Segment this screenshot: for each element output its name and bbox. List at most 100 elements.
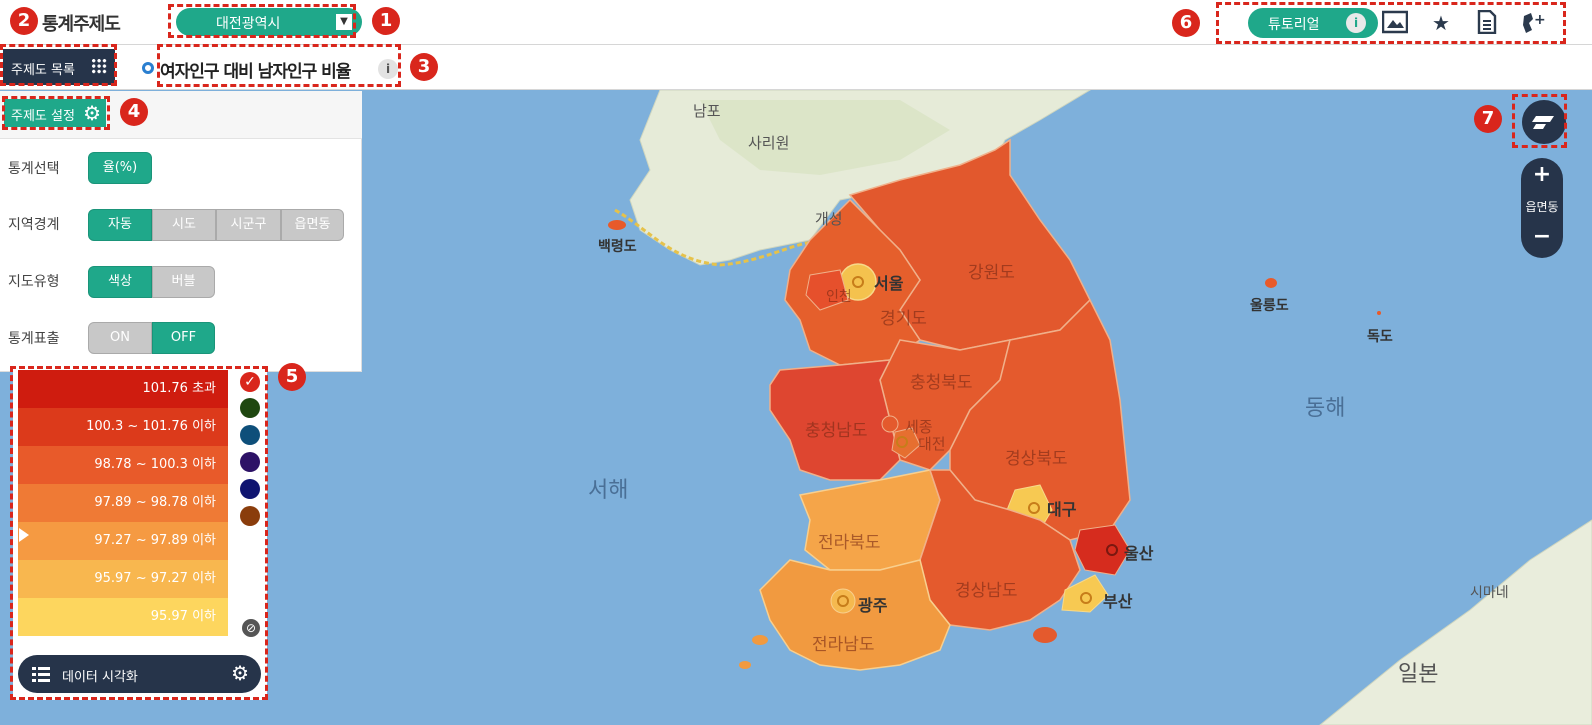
callout-box-1 [168, 4, 356, 38]
gear-icon[interactable]: ⚙ [231, 661, 249, 685]
zoom-in-button[interactable]: + [1532, 162, 1552, 187]
zoom-level-label: 읍면동 [1525, 200, 1559, 214]
boundary-option-sigungu[interactable]: 시군구 [216, 209, 281, 241]
map-label-busan: 부산 [1103, 592, 1133, 611]
palette-green-swatch[interactable] [240, 398, 260, 418]
map-label-ulleungdo: 울릉도 [1250, 298, 1289, 314]
theme-settings-button[interactable]: 주제도 설정 ⚙ [4, 99, 106, 127]
tutorial-button[interactable]: 튜토리얼 i [1248, 8, 1378, 38]
region-gyeongnam [919, 469, 1081, 631]
legend-class[interactable]: 95.97 이하 [18, 598, 228, 636]
zoom-control: + 읍면동 − [1521, 158, 1563, 258]
legend-class[interactable]: 101.76 초과 [18, 370, 228, 408]
callout-box-5 [10, 366, 268, 700]
theme-settings-panel: 주제도 설정 ⚙ 통계선택 율(%) 지역경계 자동 시도 시군구 읍면동 지도… [0, 91, 362, 372]
document-icon[interactable] [1474, 9, 1500, 36]
data-visualization-button[interactable]: 데이터 시각화 ⚙ [18, 655, 261, 693]
map-label-daejeon: 대전 [918, 435, 946, 453]
tutorial-label: 튜토리얼 [1268, 17, 1320, 33]
data-visualization-label: 데이터 시각화 [62, 670, 138, 685]
palette-purple-swatch[interactable] [240, 452, 260, 472]
busan-marker [1080, 592, 1092, 604]
region-select[interactable]: 대전광역시 ▼ [176, 8, 362, 36]
radio-dot-icon [142, 62, 154, 74]
stat-display-off[interactable]: OFF [152, 322, 215, 354]
daejeon-marker [896, 436, 908, 448]
map-label-chungnam: 충청남도 [805, 421, 868, 441]
legend-class[interactable]: 97.27 ~ 97.89 이하 [18, 522, 228, 560]
map-label-ulsan: 울산 [1124, 544, 1154, 563]
callout-box-4 [2, 96, 110, 130]
region-ulsan [1074, 524, 1131, 576]
palette-navy-swatch[interactable] [240, 479, 260, 499]
chevron-down-icon[interactable]: ▼ [336, 14, 352, 30]
legend-class[interactable]: 98.78 ~ 100.3 이하 [18, 446, 228, 484]
map-label-daegu: 대구 [1047, 500, 1077, 519]
info-icon[interactable]: i [378, 59, 398, 79]
map-label-incheon: 인천 [826, 289, 852, 305]
gear-icon: ⚙ [83, 101, 101, 125]
map-type-option-bubble[interactable]: 버블 [152, 266, 215, 298]
palette-blue-swatch[interactable] [240, 425, 260, 445]
map-title: 여자인구 대비 남자인구 비율 [160, 62, 351, 82]
sw-island [752, 635, 768, 645]
callout-box-3 [157, 44, 401, 87]
svg-text:+: + [1534, 12, 1546, 28]
palette-red-check-icon[interactable]: ✓ [240, 372, 260, 392]
stat-select-label: 통계선택 [8, 161, 60, 177]
map-label-sariwon: 사리원 [748, 134, 790, 152]
region-gwangju [830, 588, 856, 614]
map-label-west-sea: 서해 [588, 478, 629, 503]
legend-class[interactable]: 97.89 ~ 98.78 이하 [18, 484, 228, 522]
map-label-japan: 일본 [1398, 662, 1439, 687]
stat-display-on[interactable]: ON [88, 322, 152, 354]
boundary-option-eupmyeondong[interactable]: 읍면동 [281, 209, 344, 241]
map-label-jeonnam: 전라남도 [812, 635, 875, 655]
callout-box-2 [0, 44, 117, 86]
legend-pointer-icon [19, 528, 29, 542]
legend-class[interactable]: 100.3 ~ 101.76 이하 [18, 408, 228, 446]
callout-badge-4: 4 [120, 98, 148, 126]
legend-class[interactable]: 95.97 ~ 97.27 이하 [18, 560, 228, 598]
map-label-gyeongnam: 경상남도 [955, 581, 1018, 601]
stat-option-rate[interactable]: 율(%) [88, 152, 152, 184]
map-label-nampo: 남포 [693, 102, 721, 120]
gwangju-marker [837, 595, 849, 607]
daegu-marker [1028, 502, 1040, 514]
map-label-gyeongbuk: 경상북도 [1005, 449, 1068, 469]
image-export-icon[interactable] [1381, 10, 1409, 36]
north-korea-hills [700, 100, 950, 175]
map-layer-toggle-button[interactable] [1522, 100, 1566, 144]
callout-badge-2: 2 [10, 7, 38, 35]
ulsan-marker [1106, 544, 1118, 556]
legend-panel: 101.76 초과 100.3 ~ 101.76 이하 98.78 ~ 100.… [13, 370, 267, 700]
boundary-option-sido[interactable]: 시도 [152, 209, 216, 241]
map-label-gangwon: 강원도 [968, 263, 1015, 283]
boundary-option-auto[interactable]: 자동 [88, 209, 152, 241]
map-label-gwangju: 광주 [858, 596, 888, 615]
star-icon[interactable]: ★ [1432, 11, 1450, 35]
theme-list-button[interactable]: 주제도 목록 [3, 49, 115, 85]
sub-bar: 주제도 목록 여자인구 대비 남자인구 비율 i [0, 45, 1592, 90]
map-label-gaeseong: 개성 [815, 210, 843, 228]
layers-icon [1532, 116, 1554, 129]
info-icon: i [1346, 13, 1366, 33]
map-add-icon[interactable]: + [1520, 10, 1546, 36]
callout-badge-7: 7 [1474, 105, 1502, 133]
palette-brown-swatch[interactable] [240, 506, 260, 526]
map-label-baengnyeong: 백령도 [598, 239, 637, 255]
map-label-dokdo: 독도 [1367, 329, 1393, 345]
callout-box-6 [1216, 2, 1566, 44]
baengnyeong-island [608, 220, 626, 230]
map-label-sejong: 세종 [905, 418, 933, 436]
map-label-jeonbuk: 전라북도 [818, 533, 881, 553]
dokdo-island [1377, 311, 1381, 315]
seoul-marker [852, 276, 864, 288]
zoom-out-button[interactable]: − [1532, 224, 1552, 249]
reset-icon[interactable]: ⊘ [242, 619, 260, 637]
japan-land [1319, 519, 1592, 725]
callout-badge-5: 5 [278, 363, 306, 391]
map-label-east-sea: 동해 [1305, 396, 1346, 421]
map-type-label: 지도유형 [8, 274, 60, 290]
map-type-option-color[interactable]: 색상 [88, 266, 152, 298]
